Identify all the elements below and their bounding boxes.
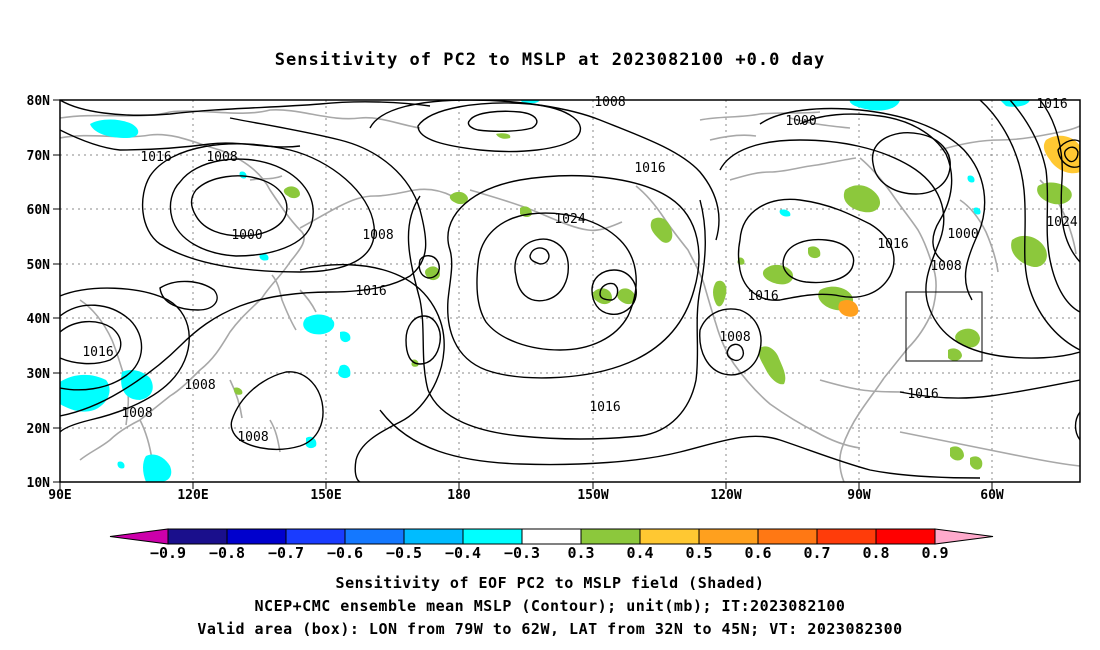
lat-label: 60N: [27, 203, 51, 218]
colorbar-swatch: [757, 528, 818, 545]
colorbar-low-arrow: [109, 528, 169, 545]
colorbar-swatch: [580, 528, 641, 545]
colorbar-swatch: [521, 528, 582, 545]
contour-label: 1024: [1046, 215, 1077, 230]
lon-label: 150W: [577, 488, 608, 503]
valid-area-box: [905, 291, 983, 362]
colorbar-swatch: [698, 528, 759, 545]
colorbar-swatch: [167, 528, 228, 545]
contour-label: 1000: [785, 114, 816, 129]
lat-label: 30N: [27, 367, 51, 382]
contour-label: 1016: [907, 387, 938, 402]
lon-label: 120E: [177, 488, 208, 503]
grid-lines: [60, 100, 1080, 482]
lon-label: 90W: [847, 488, 871, 503]
contour-label: 1008: [206, 150, 237, 165]
lon-label: 90E: [48, 488, 71, 503]
lat-label: 70N: [27, 149, 51, 164]
colorbar-label: −0.9: [150, 544, 186, 562]
contour-label: 1016: [82, 345, 113, 360]
colorbar-swatch: [403, 528, 464, 545]
colorbar-swatch: [639, 528, 700, 545]
contour-label: 1024: [554, 212, 585, 227]
colorbar-label: 0.7: [803, 544, 830, 562]
mslp-contours: [60, 100, 1080, 482]
positive-sensitivity-shading: [234, 133, 1080, 470]
colorbar-label: 0.3: [567, 544, 594, 562]
contour-label: 1008: [362, 228, 393, 243]
colorbar-label: −0.6: [327, 544, 363, 562]
lon-label: 180: [447, 488, 471, 503]
caption-contour: NCEP+CMC ensemble mean MSLP (Contour); u…: [254, 597, 846, 615]
lon-label: 60W: [980, 488, 1004, 503]
contour-label: 1008: [594, 95, 625, 110]
colorbar: −0.9 −0.8 −0.7 −0.6 −0.5 −0.4 −0.3 0.3 0.4 0.5 0.6…: [109, 528, 994, 562]
contour-label: 1016: [355, 284, 386, 299]
lat-label: 10N: [27, 476, 51, 491]
colorbar-label: 0.4: [626, 544, 653, 562]
colorbar-label: −0.5: [386, 544, 422, 562]
contour-label: 1008: [719, 330, 750, 345]
contour-label: 1000: [947, 227, 978, 242]
lat-label: 80N: [27, 94, 51, 109]
colorbar-swatch: [344, 528, 405, 545]
caption-shading: Sensitivity of EOF PC2 to MSLP field (Sh…: [335, 574, 765, 592]
map-frame: [59, 99, 1081, 483]
contour-label: 1008: [237, 430, 268, 445]
contour-label: 1016: [589, 400, 620, 415]
colorbar-label: −0.8: [209, 544, 245, 562]
colorbar-swatch: [816, 528, 877, 545]
colorbar-high-arrow: [934, 528, 994, 545]
colorbar-label: 0.6: [744, 544, 771, 562]
map-background: [60, 100, 1080, 482]
colorbar-label: −0.3: [504, 544, 540, 562]
contour-label: 1016: [877, 237, 908, 252]
tick-marks: [53, 99, 993, 489]
contour-label: 1000: [231, 228, 262, 243]
colorbar-label: 0.8: [862, 544, 889, 562]
colorbar-label: −0.4: [445, 544, 481, 562]
contour-label: 1016: [747, 289, 778, 304]
lon-label: 120W: [710, 488, 741, 503]
colorbar-label: −0.7: [268, 544, 304, 562]
colorbar-swatch: [226, 528, 287, 545]
lat-label: 40N: [27, 312, 51, 327]
contour-label: 1016: [634, 161, 665, 176]
caption-valid-area: Valid area (box): LON from 79W to 62W, L…: [197, 620, 903, 638]
plot-title: Sensitivity of PC2 to MSLP at 2023082100…: [274, 50, 826, 70]
colorbar-label: 0.9: [921, 544, 948, 562]
contour-label: 1008: [184, 378, 215, 393]
negative-sensitivity-shading: [60, 100, 1030, 482]
colorbar-swatch: [875, 528, 936, 545]
contour-label: 1016: [140, 150, 171, 165]
lat-label: 20N: [27, 422, 51, 437]
contour-label: 1008: [121, 406, 152, 421]
colorbar-swatch: [285, 528, 346, 545]
colorbar-label: 0.5: [685, 544, 712, 562]
contour-label: 1008: [930, 259, 961, 274]
colorbar-swatch: [462, 528, 523, 545]
lon-label: 150E: [310, 488, 341, 503]
lat-label: 50N: [27, 258, 51, 273]
